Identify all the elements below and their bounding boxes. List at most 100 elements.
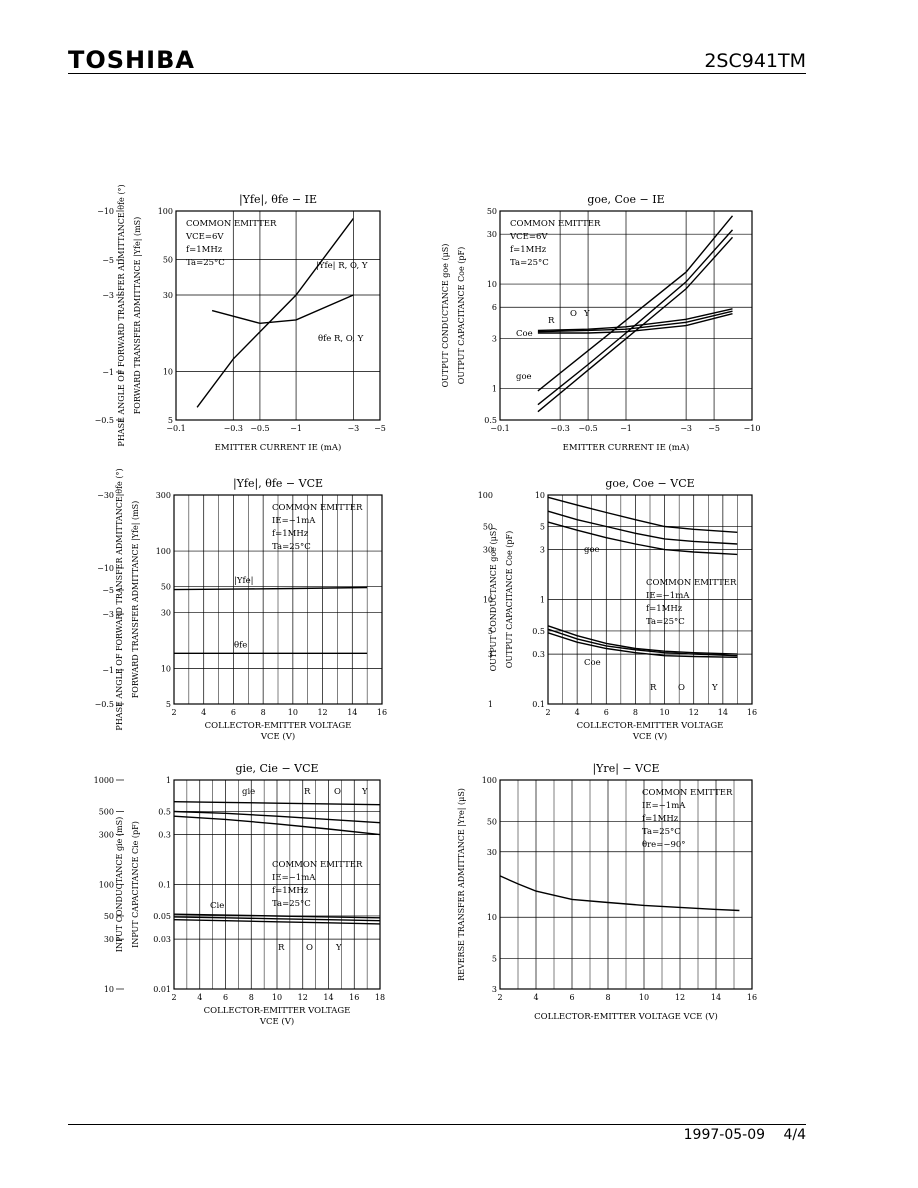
annotation-text: IE=−1mA [642, 801, 686, 811]
y-tick-label: 0.05 [153, 912, 171, 921]
annotation-text: f=1MHz [272, 529, 309, 539]
series-line [547, 632, 738, 658]
chart-title: |Yre| − VCE [592, 762, 659, 776]
y3-tick-label: 100 [478, 491, 493, 500]
x-tick-label: 14 [323, 993, 333, 1002]
part-number: 2SC941TM [704, 50, 806, 72]
x-tick-label: 16 [747, 993, 757, 1002]
y2-tick-label: −30 [97, 491, 114, 500]
series-line [537, 310, 733, 333]
x-axis-label: COLLECTOR-EMITTER VOLTAGE VCE (V) [534, 1011, 718, 1022]
chart-title: |Yfe|, θfe − VCE [233, 477, 323, 491]
x-tick-label: −0.3 [550, 424, 569, 433]
x-tick-label: 2 [171, 708, 176, 717]
y-tick-label: 5 [168, 416, 173, 425]
x-tick-label: 6 [231, 708, 236, 717]
series-line [173, 815, 381, 836]
y2-tick-label: 50 [104, 912, 114, 921]
curve-label: Y [583, 309, 590, 319]
annotation-text: f=1MHz [642, 814, 679, 824]
x-axis-label-units: VCE (V) [260, 731, 295, 742]
y-tick-label: 1 [492, 385, 497, 394]
y-tick-label: 0.1 [532, 700, 545, 709]
y-tick-label: 10 [161, 665, 171, 674]
brand-logo: TOSHIBA [68, 46, 195, 74]
y-axis-label: OUTPUT CAPACITANCE Coe (pF) [457, 247, 466, 384]
footer-date: 1997-05-09 [683, 1127, 766, 1143]
y-tick-label: 0.1 [158, 881, 171, 890]
y-tick-label: 1 [540, 596, 545, 605]
curve-label: Cie [210, 901, 224, 911]
series-line [173, 916, 381, 922]
y-tick-label: 0.3 [532, 650, 545, 659]
curve-label: O [570, 309, 577, 319]
y3-tick-label: 3 [488, 650, 493, 659]
annotation-text: f=1MHz [272, 886, 309, 896]
y-tick-label: 100 [482, 776, 497, 785]
x-tick-label: −0.1 [490, 424, 509, 433]
y-tick-label: 50 [487, 207, 497, 216]
x-tick-label: 4 [575, 708, 580, 717]
y-tick-label: 0.01 [153, 985, 171, 994]
x-tick-label: −5 [374, 424, 386, 433]
page-footer: 1997-05-09 4/4 [670, 1127, 806, 1143]
annotation-text: COMMON EMITTER [510, 219, 601, 229]
y-tick-label: 50 [163, 255, 173, 264]
y-tick-label: 1 [166, 776, 171, 785]
y2-tick-label: −1 [102, 368, 114, 377]
x-tick-label: −5 [708, 424, 720, 433]
curve-label: R [548, 316, 555, 326]
series-line [173, 919, 381, 925]
y2-tick-label: −1 [102, 666, 114, 675]
y3-tick-label: 5 [488, 627, 493, 636]
y-tick-label: 0.5 [532, 627, 545, 636]
series-line [173, 810, 381, 824]
x-tick-label: 6 [223, 993, 228, 1002]
curve-label-top: O [334, 787, 341, 797]
y-tick-label: 10 [535, 491, 545, 500]
x-tick-label: 6 [569, 993, 574, 1002]
x-tick-label: 4 [201, 708, 206, 717]
x-tick-label: 10 [659, 708, 669, 717]
x-tick-label: 2 [497, 993, 502, 1002]
x-tick-label: 8 [249, 993, 254, 1002]
y2-tick-label: 30 [104, 935, 114, 944]
curve-label: Coe [516, 329, 533, 339]
curve-label-top: Y [361, 787, 368, 797]
curve-label: O [678, 683, 685, 693]
series-label: θfe [234, 640, 247, 650]
annotation-text: θre=−90° [642, 840, 686, 850]
y2-axis-label: INPUT CONDUCTANCE gie (mS) [115, 817, 124, 952]
x-tick-label: 12 [689, 708, 699, 717]
annotation-text: IE=−1mA [646, 591, 690, 601]
y2-tick-label: −10 [97, 564, 114, 573]
x-tick-label: 10 [288, 708, 298, 717]
y-tick-label: 30 [163, 291, 173, 300]
y-axis-label: OUTPUT CAPACITANCE Coe (pF) [505, 531, 514, 668]
x-tick-label: −10 [744, 424, 761, 433]
y-tick-label: 5 [540, 522, 545, 531]
annotation-text: VCE=6V [185, 232, 224, 242]
chart-title: goe, Coe − VCE [605, 477, 694, 490]
chart-goe-ie: −0.1 −0.3 −0.5 −1 −3 −5 −10 0.5 1 3 6 10 30 50 goe, Co… [441, 193, 760, 453]
chart-goe-vce: 2 4 6 8 10 12 14 16 0.1 0.3 0.5 1 3 5 10 1 3 5 10 30 50 100 go… [478, 477, 757, 742]
y-tick-label: 300 [156, 491, 171, 500]
annotation-text: f=1MHz [186, 245, 223, 255]
series-line [499, 875, 740, 912]
x-tick-label: 10 [639, 993, 649, 1002]
y-tick-label: 3 [492, 335, 497, 344]
y2-axis-label: OUTPUT CONDUCTANCE goe (μS) [441, 244, 450, 388]
x-tick-label: 14 [718, 708, 728, 717]
x-tick-label: 16 [377, 708, 387, 717]
curve-label: R [650, 683, 657, 693]
y2-axis-label: OUTPUT CONDUCTANCE goe (μS) [489, 528, 498, 672]
x-tick-label: 14 [347, 708, 357, 717]
x-axis-label-units: VCE (V) [259, 1016, 294, 1027]
curve-label: goe [516, 372, 532, 382]
header-rule [68, 73, 806, 74]
y3-tick-label: 30 [483, 546, 493, 555]
series-line [196, 217, 354, 408]
y2-tick-label: −0.5 [95, 700, 114, 709]
series-line [537, 313, 733, 334]
